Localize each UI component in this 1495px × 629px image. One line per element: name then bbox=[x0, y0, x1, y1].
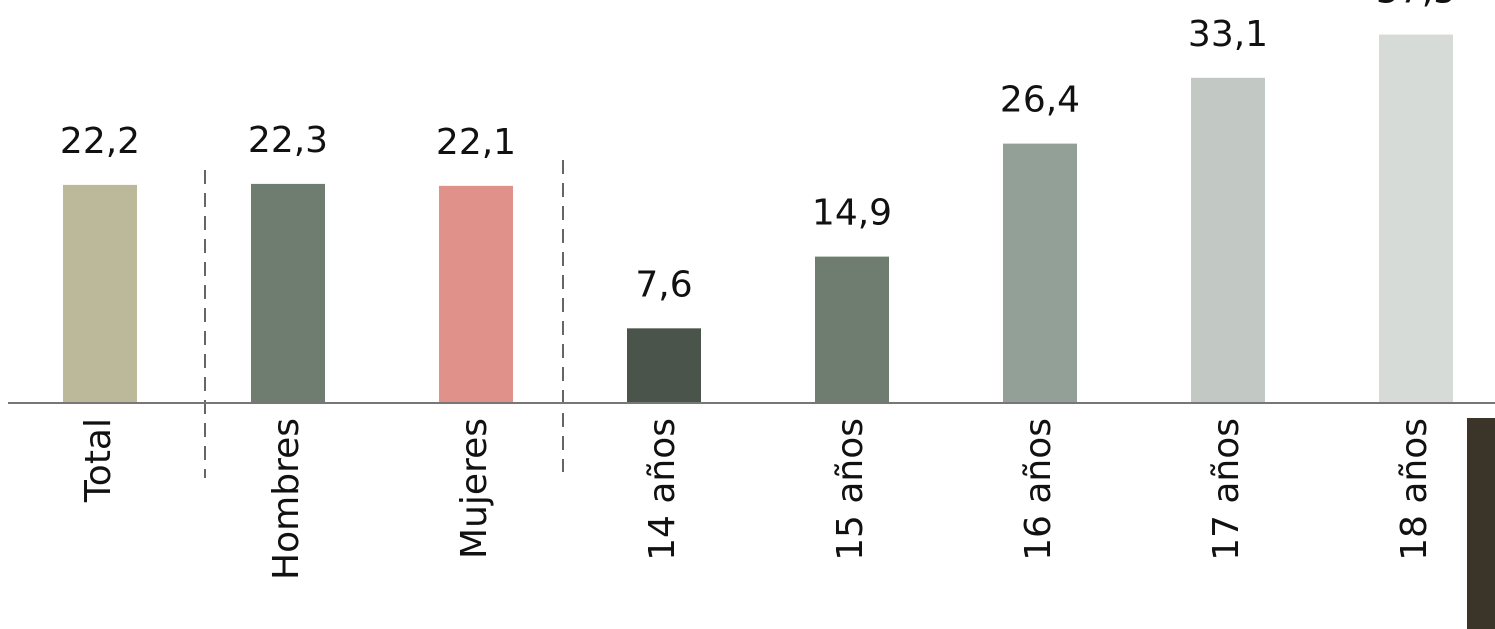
x-tick-label: 14 años bbox=[642, 418, 683, 561]
x-tick-label: 18 años bbox=[1394, 418, 1435, 561]
value-label: 26,4 bbox=[1000, 80, 1080, 121]
bar bbox=[1191, 77, 1265, 403]
x-tick-label: Mujeres bbox=[454, 418, 495, 559]
bar bbox=[1379, 34, 1453, 403]
bar bbox=[439, 185, 513, 403]
bar bbox=[815, 256, 889, 403]
x-tick-label: 16 años bbox=[1018, 418, 1059, 561]
x-tick-label: 15 años bbox=[830, 418, 871, 561]
value-label: 14,9 bbox=[812, 193, 892, 234]
bar bbox=[63, 184, 137, 403]
value-label: 22,2 bbox=[60, 121, 140, 162]
x-tick-label: Total bbox=[78, 418, 119, 503]
bar bbox=[251, 183, 325, 403]
photo-fragment bbox=[1467, 418, 1495, 629]
value-label: 22,1 bbox=[436, 122, 516, 163]
bar bbox=[1003, 143, 1077, 403]
value-label: 7,6 bbox=[635, 264, 692, 305]
value-label: 33,1 bbox=[1188, 14, 1268, 55]
value-label: 22,3 bbox=[248, 120, 328, 161]
value-label: 37,5 bbox=[1376, 0, 1456, 12]
x-tick-label: Hombres bbox=[266, 418, 307, 580]
x-tick-label: 17 años bbox=[1206, 418, 1247, 561]
bar bbox=[627, 328, 701, 403]
